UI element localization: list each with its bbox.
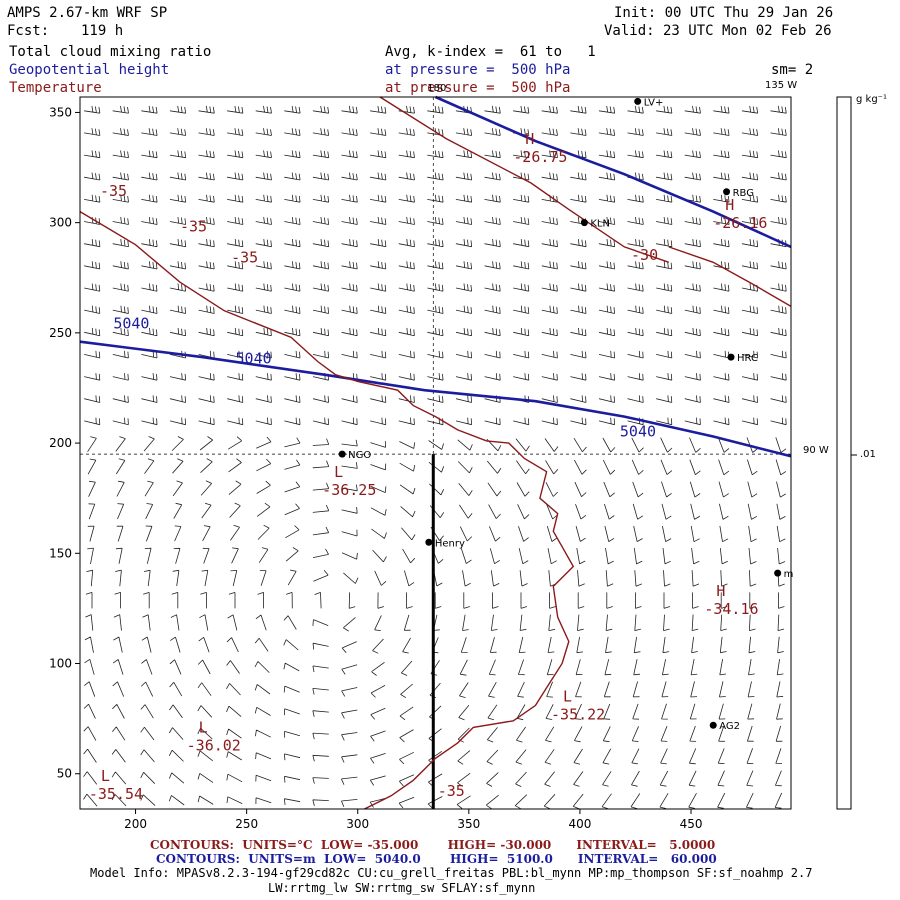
- x-tick-label-200: 200: [124, 817, 147, 831]
- x-tick-label-300: 300: [346, 817, 369, 831]
- extremum-value-2: -36.25: [322, 481, 376, 499]
- extremum-value-1: -26.16: [713, 214, 767, 232]
- field-temperature: Temperature: [9, 80, 102, 96]
- x-tick-label-400: 400: [568, 817, 591, 831]
- extremum-value-3: -34.16: [704, 600, 758, 618]
- model-title: AMPS 2.67-km WRF SP: [7, 5, 168, 21]
- station-dot-ngo: [338, 450, 346, 458]
- init-time: Init: 00 UTC Thu 29 Jan 26: [614, 5, 834, 21]
- station-dot-lv: [634, 97, 642, 105]
- station-label-ag2: AG2: [719, 721, 740, 732]
- temperature-label-2: -35: [231, 248, 258, 266]
- colorbar-tick-label: .01: [860, 449, 876, 460]
- station-label-ngo: NGO: [348, 450, 371, 461]
- station-dot-hrc: [727, 353, 735, 361]
- y-tick-label-350: 350: [49, 105, 72, 119]
- y-tick-label-50: 50: [57, 767, 72, 781]
- forecast-hours: 119 h: [81, 23, 124, 39]
- contours-height: CONTOURS: UNITS=m LOW= 5040.0 HIGH= 5100…: [156, 852, 717, 866]
- station-label-rbg: RBG: [733, 188, 754, 199]
- model-info: Model Info: MPASv8.2.3-194-gf29cd82c CU:…: [90, 866, 813, 880]
- station-label-lv: LV+: [644, 97, 664, 108]
- station-dot-rbg: [723, 188, 731, 196]
- extremum-h-1: H: [725, 196, 734, 214]
- station-label-hrc: HRC: [737, 353, 758, 364]
- extremum-value-5: -36.02: [187, 736, 241, 754]
- x-tick-label-250: 250: [235, 817, 258, 831]
- extremum-value-6: -35.54: [89, 785, 143, 803]
- model-info-physics: LW:rrtmg_lw SW:rrtmg_sw SFLAY:sf_mynn: [268, 881, 536, 895]
- wind-barb-field: [83, 105, 787, 810]
- valid-time: Valid: 23 UTC Mon 02 Feb 26: [604, 23, 832, 39]
- station-label-henry: Henry: [435, 538, 465, 549]
- height-label-0: 5040: [113, 314, 149, 332]
- station-dot-ag2: [709, 721, 717, 729]
- x-tick-label-450: 450: [680, 817, 703, 831]
- temperature-contour-2: [668, 246, 792, 308]
- meridian-label-135w: 135 W: [765, 80, 797, 91]
- y-tick-label-300: 300: [49, 216, 72, 230]
- extremum-h-3: H: [716, 582, 725, 600]
- temperature-label-3: -30: [631, 246, 658, 264]
- height-label-2: 5040: [620, 422, 656, 440]
- plot-frame: [79, 96, 792, 810]
- y-tick-label-250: 250: [49, 326, 72, 340]
- meridian-label-90w: 90 W: [803, 445, 829, 456]
- contours-temperature: CONTOURS: UNITS=°C LOW= -35.000 HIGH= -3…: [150, 838, 716, 852]
- y-tick-label-100: 100: [49, 657, 72, 671]
- temperature-label-4: -35: [438, 782, 465, 800]
- height-label-1: 5040: [236, 350, 272, 368]
- pressure-red: at pressure = 500 hPa: [385, 80, 571, 96]
- station-dot-henry: [425, 538, 433, 546]
- temperature-label-0: -35: [100, 182, 127, 200]
- pressure-blue: at pressure = 500 hPa: [385, 62, 571, 78]
- extremum-h-0: H: [525, 130, 534, 148]
- extremum-l-5: L: [199, 718, 208, 736]
- smoothing: sm= 2: [771, 62, 814, 78]
- extremum-value-0: -26.75: [513, 148, 567, 166]
- colorbar-units: g kg⁻¹: [856, 94, 887, 105]
- height-contour-0: [79, 340, 792, 458]
- x-tick-label-350: 350: [457, 817, 480, 831]
- colorbar: [836, 96, 852, 810]
- station-label-kln: KLN: [590, 219, 610, 230]
- extremum-l-6: L: [101, 767, 110, 785]
- height-contour-1: [434, 95, 792, 249]
- station-dot-kln: [580, 219, 588, 227]
- field-cloud-mixing: Total cloud mixing ratio: [9, 44, 212, 60]
- extremum-l-2: L: [334, 463, 343, 481]
- temperature-contour-0: [79, 210, 575, 810]
- avg-k-index: Avg, k-index = 61 to 1: [385, 44, 596, 60]
- temperature-contour-1: [379, 96, 670, 263]
- station-dot-m: [774, 569, 782, 577]
- extremum-l-4: L: [563, 688, 572, 706]
- field-geopotential: Geopotential height: [9, 62, 170, 78]
- forecast-label: Fcst:: [7, 23, 50, 39]
- wind-barbs: [83, 105, 787, 810]
- y-tick-label-200: 200: [49, 436, 72, 450]
- temperature-label-1: -35: [180, 217, 207, 235]
- station-label-m: m: [784, 569, 794, 580]
- y-tick-label-150: 150: [49, 546, 72, 560]
- meridian-label-180: 180: [427, 83, 446, 94]
- extremum-value-4: -35.22: [551, 706, 605, 724]
